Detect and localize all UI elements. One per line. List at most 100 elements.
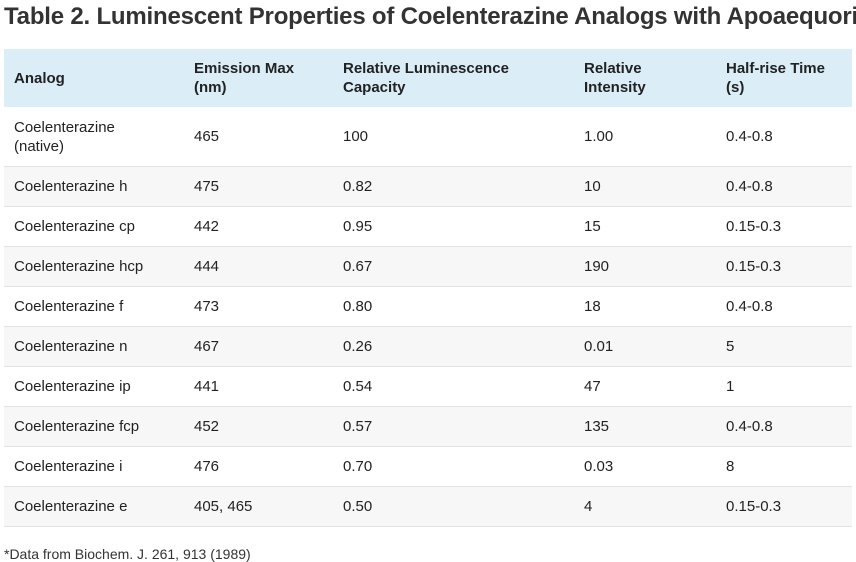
- table-cell: 475: [184, 166, 333, 207]
- cell-text: 10: [584, 178, 601, 195]
- cell-text: 475: [194, 178, 220, 195]
- header-row: Analog Emission Max (nm) Relative Luminesce…: [4, 49, 852, 107]
- cell-text: 4: [584, 498, 593, 515]
- table-cell: 0.15-0.3: [716, 246, 852, 287]
- cell-text: Coelenterazine hcp: [14, 258, 144, 275]
- table-cell: 10: [574, 166, 716, 207]
- table-cell: Coelenterazine f: [4, 286, 184, 327]
- table-cell: 0.4-0.8: [716, 406, 852, 447]
- cell-text: 0.4-0.8: [726, 298, 773, 315]
- data-table: Analog Emission Max (nm) Relative Luminesce…: [4, 49, 852, 527]
- table-cell: Coelenterazine i: [4, 446, 184, 487]
- table-cell: 47: [574, 366, 716, 407]
- table-cell: 0.67: [333, 246, 574, 287]
- table-cell: 0.15-0.3: [716, 486, 852, 527]
- cell-text: 1.00: [584, 128, 614, 145]
- cell-text: 0.15-0.3: [726, 218, 782, 235]
- cell-text: 5: [726, 338, 735, 355]
- cell-text: 0.15-0.3: [726, 498, 782, 515]
- cell-text: 405, 465: [194, 498, 253, 515]
- table-cell: 452: [184, 406, 333, 447]
- cell-text: Coelenterazine i: [14, 458, 123, 475]
- cell-text: Coelenterazine n: [14, 338, 128, 355]
- cell-text: 0.80: [343, 298, 373, 315]
- cell-text: Coelenterazine f: [14, 298, 124, 315]
- table-cell: 8: [716, 446, 852, 487]
- table-cell: 0.01: [574, 326, 716, 367]
- table-cell: Coelenterazine ip: [4, 366, 184, 407]
- table-cell: 1.00: [574, 107, 716, 167]
- header-text: (nm): [194, 79, 227, 96]
- header-cell: Analog: [4, 49, 184, 107]
- table-cell: 0.4-0.8: [716, 107, 852, 167]
- cell-text: 441: [194, 378, 220, 395]
- table-cell: 18: [574, 286, 716, 327]
- table-cell: 100: [333, 107, 574, 167]
- table-cell: 190: [574, 246, 716, 287]
- cell-text: 465: [194, 128, 220, 145]
- table-cell: 1: [716, 366, 852, 407]
- cell-text: 0.70: [343, 458, 373, 475]
- cell-text: 452: [194, 418, 220, 435]
- table-cell: 15: [574, 206, 716, 247]
- cell-text: Coelenterazine fcp: [14, 418, 140, 435]
- table-cell: 0.57: [333, 406, 574, 447]
- header-text: (s): [726, 79, 745, 96]
- table-cell: 465: [184, 107, 333, 167]
- table-cell: 0.03: [574, 446, 716, 487]
- cell-text: Coelenterazine e: [14, 498, 128, 515]
- header-text: Emission Max: [194, 60, 295, 77]
- table-row: Coelenterazine ip 441 0.54 47 1: [4, 366, 852, 407]
- header-cell: Half-rise Time (s): [716, 49, 852, 107]
- table-row: Coelenterazine h 475 0.82 10 0.4-0.8: [4, 166, 852, 207]
- table-cell: 4: [574, 486, 716, 527]
- table-cell: 0.15-0.3: [716, 206, 852, 247]
- table-cell: 0.4-0.8: [716, 166, 852, 207]
- table-cell: 442: [184, 206, 333, 247]
- table-cell: Coelenterazine n: [4, 326, 184, 367]
- cell-text: Coelenterazine ip: [14, 378, 131, 395]
- cell-text: 100: [343, 128, 369, 145]
- table-cell: 0.26: [333, 326, 574, 367]
- header-text: Relative Luminescence: [343, 60, 509, 77]
- table-cell: Coelenterazine cp: [4, 206, 184, 247]
- cell-text: 0.4-0.8: [726, 178, 773, 195]
- cell-text: Coelenterazine h: [14, 178, 128, 195]
- header-text: Capacity: [343, 79, 406, 96]
- table-row: Coelenterazine (native) 465 100 1.00 0.4-0.8: [4, 107, 852, 167]
- cell-text: 1: [726, 378, 735, 395]
- table-cell: Coelenterazine hcp: [4, 246, 184, 287]
- header-text: Relative: [584, 60, 642, 77]
- table-cell: 0.4-0.8: [716, 286, 852, 327]
- table-cell: 0.54: [333, 366, 574, 407]
- table-cell: 135: [574, 406, 716, 447]
- cell-text: Coelenterazine cp: [14, 218, 135, 235]
- header-text: Intensity: [584, 79, 646, 96]
- title-text: Table 2. Luminescent Properties of Coele…: [4, 3, 856, 30]
- cell-text: 0.67: [343, 258, 373, 275]
- table-row: Coelenterazine e 405, 465 0.50 4 0.15-0.3: [4, 486, 852, 527]
- cell-text: 0.82: [343, 178, 373, 195]
- cell-text: 473: [194, 298, 220, 315]
- cell-text: 0.15-0.3: [726, 258, 782, 275]
- table-cell: Coelenterazine (native): [4, 107, 184, 167]
- table-cell: 473: [184, 286, 333, 327]
- header-text: Half-rise Time: [726, 60, 825, 77]
- table-cell: 0.95: [333, 206, 574, 247]
- table-cell: 0.70: [333, 446, 574, 487]
- cell-text: 190: [584, 258, 610, 275]
- cell-text: Coelenterazine (native): [14, 118, 115, 155]
- table-cell: 476: [184, 446, 333, 487]
- table-row: Coelenterazine fcp 452 0.57 135 0.4-0.8: [4, 406, 852, 447]
- cell-text: 444: [194, 258, 220, 275]
- cell-text: 8: [726, 458, 735, 475]
- cell-text: 0.50: [343, 498, 373, 515]
- cell-text: 0.54: [343, 378, 373, 395]
- table-cell: Coelenterazine e: [4, 486, 184, 527]
- cell-text: 0.95: [343, 218, 373, 235]
- cell-text: 0.4-0.8: [726, 418, 773, 435]
- table-row: Coelenterazine hcp 444 0.67 190 0.15-0.3: [4, 246, 852, 287]
- table-cell: 0.80: [333, 286, 574, 327]
- cell-text: 135: [584, 418, 610, 435]
